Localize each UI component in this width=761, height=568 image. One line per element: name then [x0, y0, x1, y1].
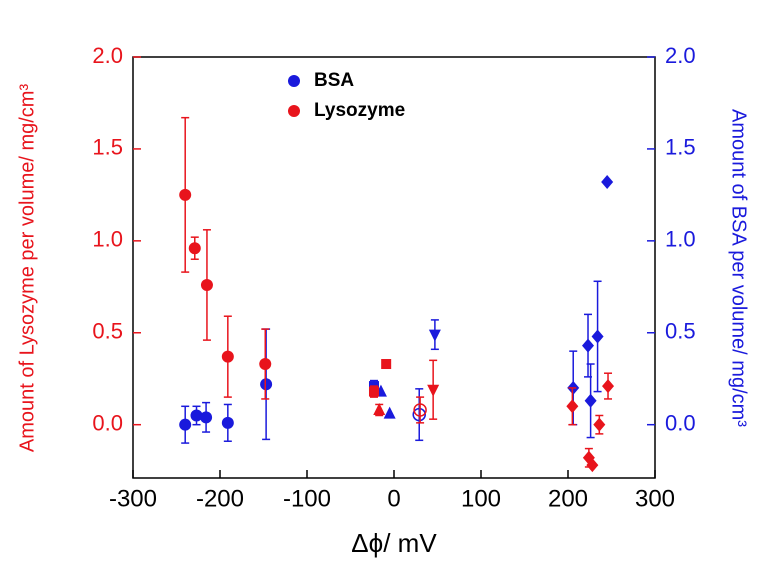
point: [428, 329, 441, 342]
y-tick-label: 1.0: [92, 227, 123, 252]
y2-tick-label: 1.0: [665, 227, 696, 252]
legend-marker: [288, 75, 300, 87]
point: [593, 417, 606, 432]
y2-tick-label: 0.5: [665, 319, 696, 344]
y-axis-label: Amount of Lysozyme per volume/ mg/cm³: [16, 84, 38, 453]
point: [188, 242, 201, 255]
y2-tick-label: 1.5: [665, 135, 696, 160]
point: [259, 358, 272, 371]
point: [412, 407, 426, 422]
x-tick-label: -200: [196, 485, 244, 512]
point: [373, 402, 386, 415]
point: [601, 175, 614, 190]
point: [584, 393, 597, 408]
y2-tick-label: 0.0: [665, 410, 696, 435]
x-tick-label: 300: [635, 485, 675, 512]
point: [381, 359, 392, 370]
point: [200, 411, 213, 424]
point: [368, 386, 379, 397]
x-axis-label: Δϕ/ mV: [351, 528, 437, 558]
x-tick-label: 0: [387, 485, 400, 512]
point: [582, 338, 595, 353]
point: [200, 278, 213, 291]
x-tick-label: 100: [461, 485, 501, 512]
point: [586, 458, 599, 473]
x-tick-label: -300: [109, 485, 157, 512]
y2-axis-label: Amount of BSA per volume/ mg/cm³: [728, 109, 750, 427]
legend-label: Lysozyme: [314, 100, 405, 121]
legend-label: BSA: [314, 70, 354, 91]
point: [221, 416, 234, 429]
point: [190, 409, 203, 422]
y2-tick-label: 2.0: [665, 43, 696, 68]
point: [179, 188, 192, 201]
point: [591, 329, 604, 344]
point: [221, 350, 234, 363]
point: [427, 384, 440, 397]
point: [260, 378, 273, 391]
point: [383, 406, 396, 419]
point: [179, 418, 192, 431]
x-tick-label: -100: [283, 485, 331, 512]
y-tick-label: 0.5: [92, 319, 123, 344]
y-tick-label: 2.0: [92, 43, 123, 68]
y-tick-label: 0.0: [92, 410, 123, 435]
point: [413, 403, 427, 417]
y-tick-label: 1.5: [92, 135, 123, 160]
point: [602, 379, 615, 394]
legend-marker: [288, 105, 300, 117]
x-tick-label: 200: [548, 485, 588, 512]
point: [566, 399, 579, 414]
